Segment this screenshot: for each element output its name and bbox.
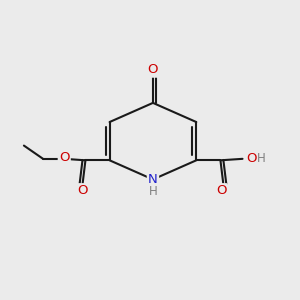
Text: O: O — [216, 184, 226, 197]
Text: H: H — [148, 185, 157, 198]
Text: H: H — [257, 152, 266, 165]
Text: O: O — [246, 152, 256, 165]
Text: O: O — [77, 184, 88, 197]
Text: O: O — [148, 63, 158, 76]
Text: O: O — [59, 151, 70, 164]
Text: N: N — [148, 173, 158, 186]
